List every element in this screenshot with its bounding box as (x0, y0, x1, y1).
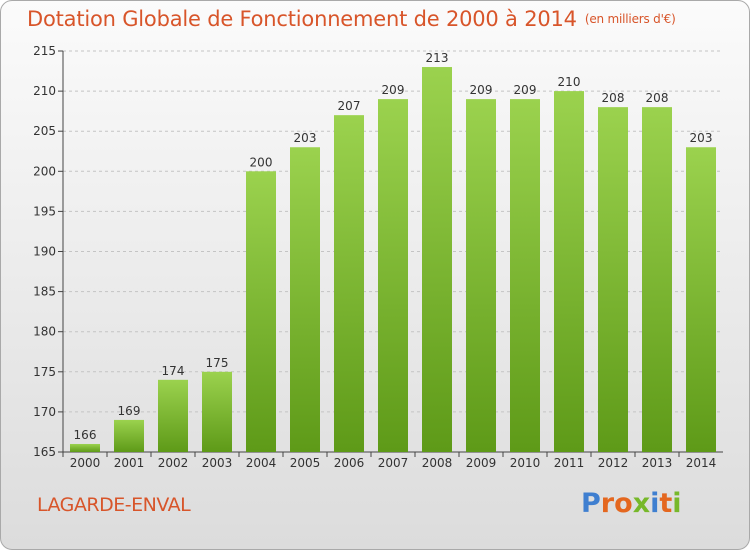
y-tick-label: 200 (33, 164, 56, 178)
brand-letter: P (581, 488, 601, 519)
brand-letter: i (650, 488, 660, 519)
x-tick-label: 2000 (70, 456, 101, 470)
y-tick-label: 190 (33, 245, 56, 259)
y-tick-label: 210 (33, 84, 56, 98)
x-tick-label: 2006 (334, 456, 365, 470)
data-label: 209 (382, 83, 405, 97)
bar (466, 99, 496, 453)
chart-title-text: Dotation Globale de Fonctionnement de 20… (27, 7, 577, 31)
x-tick-label: 2002 (158, 456, 189, 470)
x-tick-label: 2009 (466, 456, 497, 470)
y-tick-label: 165 (33, 445, 56, 459)
bar (246, 171, 276, 453)
x-tick-label: 2014 (686, 456, 717, 470)
bar (554, 91, 584, 452)
data-label: 203 (690, 131, 713, 145)
data-label: 208 (602, 91, 625, 105)
x-tick-label: 2003 (202, 456, 233, 470)
bar (598, 107, 628, 452)
bar (290, 147, 320, 453)
brand-letter: r (600, 488, 615, 519)
data-label: 200 (250, 155, 273, 169)
y-tick-label: 205 (33, 124, 56, 138)
chart-title: Dotation Globale de Fonctionnement de 20… (27, 7, 676, 31)
data-labels: 166 169 174 175 200 203 207 209 213 209 209 210 208 2… (74, 51, 713, 442)
bar (378, 99, 408, 453)
data-label: 207 (338, 99, 361, 113)
x-tick-label: 2011 (554, 456, 585, 470)
y-tick-label: 215 (33, 44, 56, 58)
y-tick-label: 180 (33, 325, 56, 339)
brand-letter: o (614, 488, 633, 519)
y-tick-labels: 165 170 175 180 185 190 195 200 205 210 215 (33, 44, 56, 459)
brand-logo: Proxiti (581, 488, 682, 522)
x-tick-label: 2005 (290, 456, 321, 470)
bar (114, 419, 144, 452)
bar (70, 443, 100, 452)
bars (70, 67, 716, 453)
brand-letter: x (632, 488, 651, 519)
y-tick-label: 175 (33, 365, 56, 379)
x-tick-label: 2008 (422, 456, 453, 470)
y-tick-label: 195 (33, 204, 56, 218)
chart-unit: (en milliers d'€) (584, 12, 676, 26)
y-tick-label: 185 (33, 285, 56, 299)
bar (510, 99, 540, 453)
data-label: 209 (514, 83, 537, 97)
x-tick-label: 2010 (510, 456, 541, 470)
x-tick-labels: 2000 2001 2002 2003 2004 2005 2006 2007 2008 2009… (70, 456, 717, 470)
data-label: 169 (118, 404, 141, 418)
x-tick-label: 2013 (642, 456, 673, 470)
data-label: 210 (558, 75, 581, 89)
data-label: 209 (470, 83, 493, 97)
bar (334, 115, 364, 452)
town-name: LAGARDE-ENVAL (37, 494, 191, 516)
bar (642, 107, 672, 452)
x-tick-label: 2012 (598, 456, 629, 470)
x-tick-label: 2007 (378, 456, 409, 470)
data-label: 203 (294, 131, 317, 145)
data-label: 208 (646, 91, 669, 105)
brand-letter: i (672, 488, 682, 519)
data-label: 175 (206, 356, 229, 370)
data-label: 213 (426, 51, 449, 65)
x-tick-label: 2001 (114, 456, 145, 470)
x-tick-label: 2004 (246, 456, 277, 470)
bar (158, 379, 188, 452)
bar (202, 371, 232, 452)
data-label: 166 (74, 428, 97, 442)
bar (686, 147, 716, 453)
data-label: 174 (162, 364, 185, 378)
brand-letter: t (659, 488, 673, 519)
bar (422, 67, 452, 452)
y-tick-label: 170 (33, 405, 56, 419)
